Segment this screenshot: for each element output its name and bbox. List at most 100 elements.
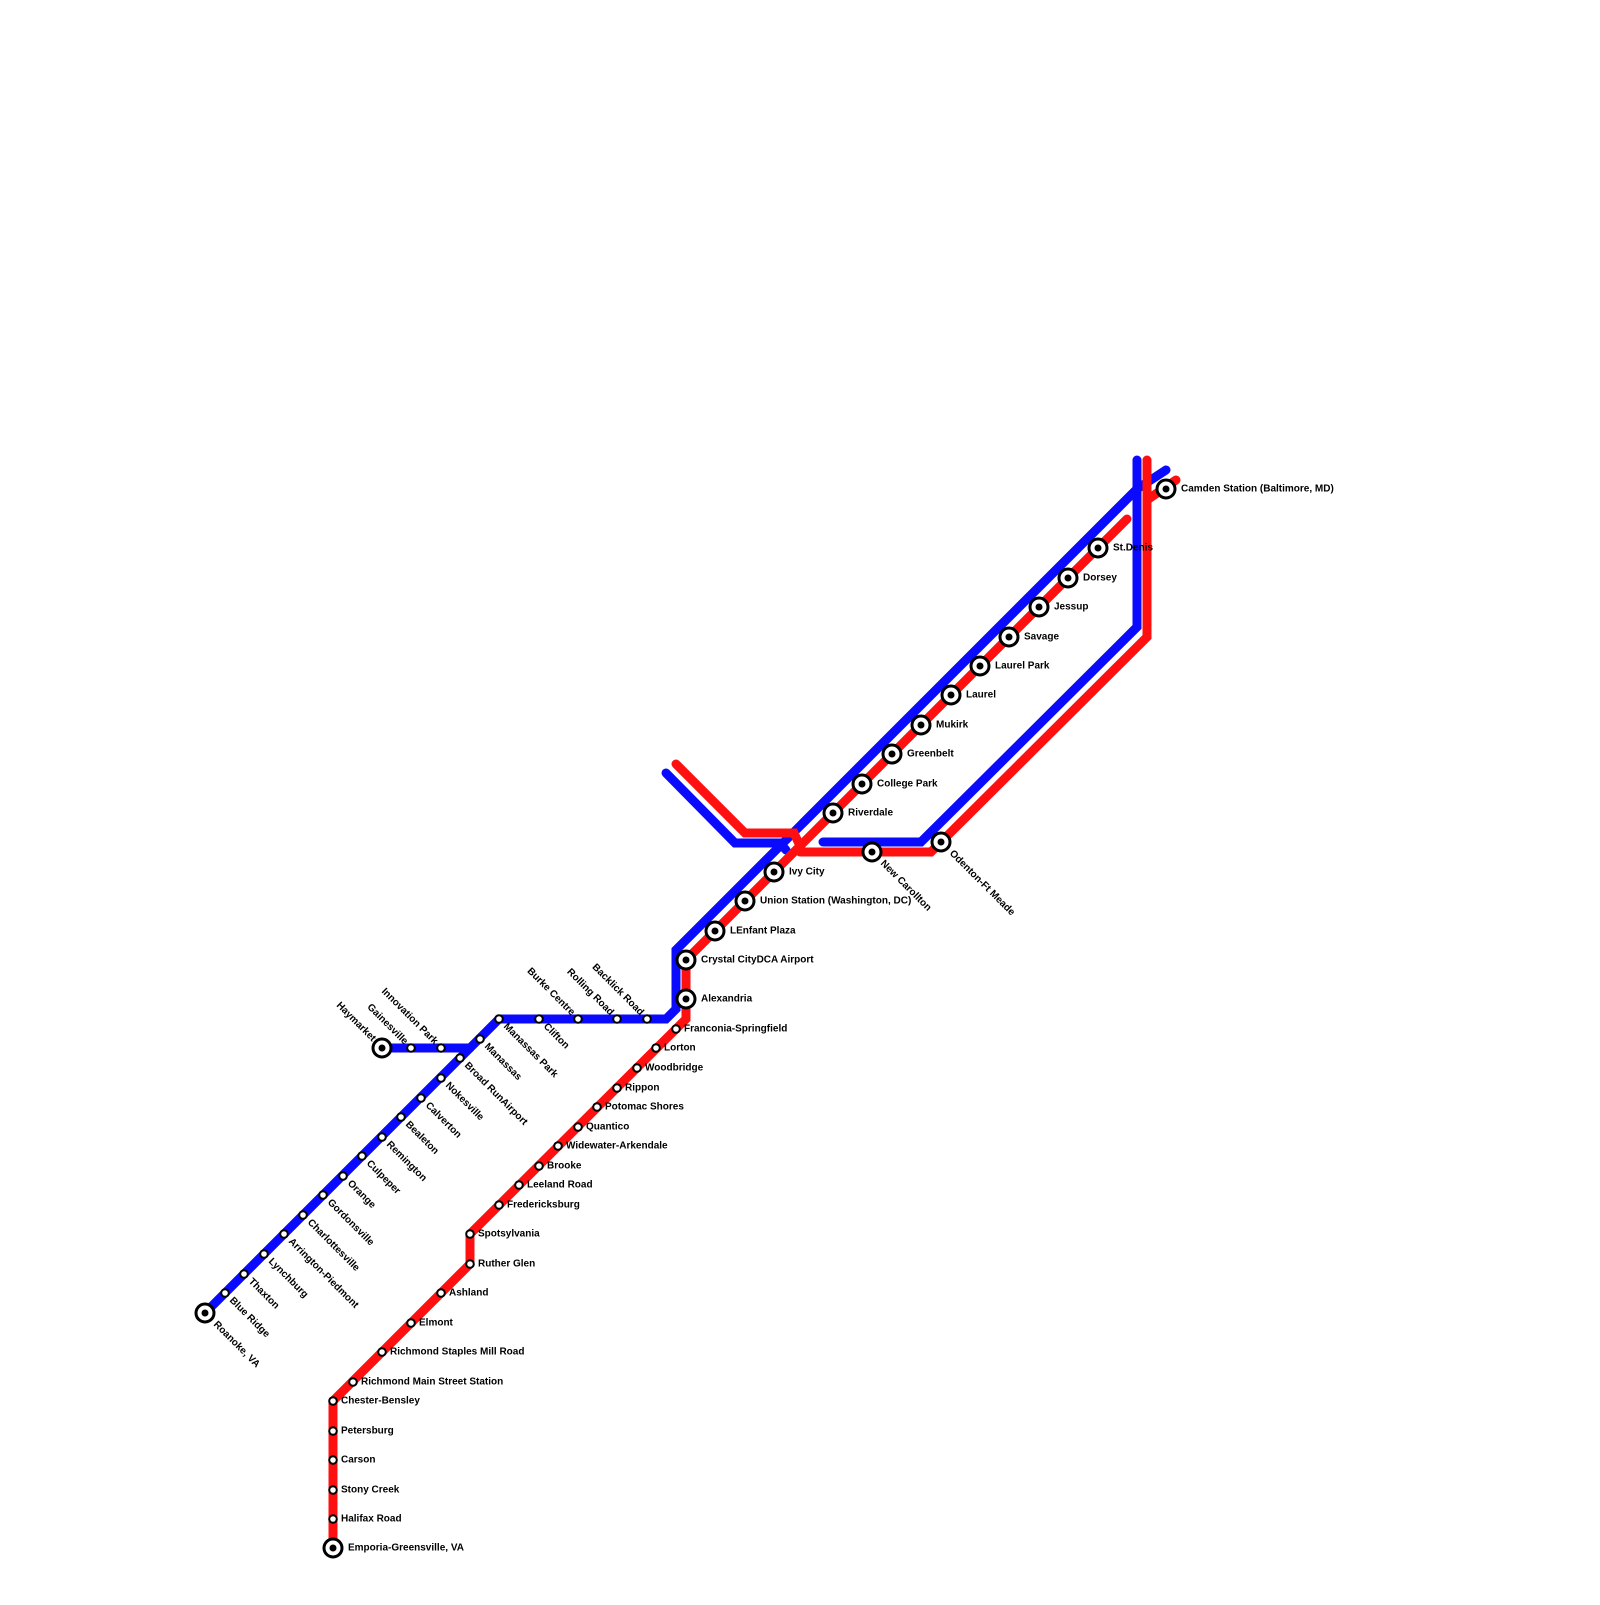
- station: [328, 1514, 338, 1524]
- station: [651, 1043, 661, 1053]
- station: [239, 1269, 249, 1279]
- station-label: Odenton-Ft Meade: [947, 848, 1017, 918]
- station: [406, 1043, 416, 1053]
- station-label: Backlick Road: [590, 962, 646, 1018]
- station: [465, 1229, 475, 1239]
- station-dot: [201, 1309, 209, 1317]
- station: [328, 1396, 338, 1406]
- station-label: Culpeper: [364, 1158, 403, 1197]
- station-label: Widewater-Arkendale: [566, 1141, 668, 1152]
- station-label: Richmond Staples Mill Road: [390, 1347, 524, 1358]
- station: [338, 1171, 348, 1181]
- station-label: Mukirk: [936, 720, 969, 731]
- station-dot: [1162, 485, 1170, 493]
- station-dot: [1005, 633, 1013, 641]
- station-label: LEnfant Plaza: [730, 926, 796, 937]
- station-dot: [937, 838, 945, 846]
- station-label: Ruther Glen: [478, 1259, 535, 1270]
- station-dot: [888, 750, 896, 758]
- station-label: Brooke: [547, 1161, 582, 1172]
- blue-spur: [661, 768, 791, 855]
- station-label: Arrington-Piedmont: [286, 1236, 361, 1311]
- blue-north: [798, 484, 1142, 828]
- station-label: Petersburg: [341, 1426, 394, 1437]
- station: [494, 1200, 504, 1210]
- station: [612, 1014, 622, 1024]
- station-label: Rippon: [625, 1083, 659, 1094]
- station: [553, 1141, 563, 1151]
- station-dot: [1064, 574, 1072, 582]
- station-label: Clifton: [541, 1021, 571, 1051]
- station: [671, 1024, 681, 1034]
- station-label: Orange: [345, 1178, 378, 1211]
- station-label: Jessup: [1054, 602, 1088, 613]
- station-label: Elmont: [419, 1318, 454, 1329]
- station-label: Franconia-Springfield: [684, 1024, 787, 1035]
- station-label: Union Station (Washington, DC): [760, 896, 911, 907]
- station-label: Calverton: [423, 1100, 463, 1140]
- station-dot: [682, 995, 690, 1003]
- station-label: Carson: [341, 1455, 375, 1466]
- station: [357, 1151, 367, 1161]
- station-label: Ashland: [449, 1288, 488, 1299]
- station: [475, 1034, 485, 1044]
- station: [328, 1426, 338, 1436]
- station-dot: [741, 897, 749, 905]
- station: [259, 1249, 269, 1259]
- station-label: Stony Creek: [341, 1485, 400, 1496]
- station: [377, 1132, 387, 1142]
- station-label: Halifax Road: [341, 1514, 402, 1525]
- station: [612, 1083, 622, 1093]
- station-label: Spotsylvania: [478, 1229, 540, 1240]
- station: [642, 1014, 652, 1024]
- station-label: Nokesville: [443, 1080, 486, 1123]
- station-label: Emporia-Greensville, VA: [348, 1543, 464, 1554]
- station: [534, 1161, 544, 1171]
- station-label: Chester-Bensley: [341, 1396, 420, 1407]
- station: [220, 1288, 230, 1298]
- station-dot: [947, 691, 955, 699]
- station-dot: [378, 1044, 386, 1052]
- station-label: Bealeton: [403, 1119, 441, 1157]
- station-label: Savage: [1024, 632, 1059, 643]
- red-spur: [671, 759, 805, 851]
- station-dot: [858, 780, 866, 788]
- station-label: Camden Station (Baltimore, MD): [1181, 484, 1334, 495]
- station: [377, 1347, 387, 1357]
- station: [592, 1102, 602, 1112]
- station: [318, 1190, 328, 1200]
- station-label: Laurel: [966, 690, 996, 701]
- station-dot: [682, 956, 690, 964]
- station: [279, 1229, 289, 1239]
- station-label: Dorsey: [1083, 573, 1117, 584]
- station: [455, 1053, 465, 1063]
- station: [573, 1014, 583, 1024]
- station-label: Greenbelt: [907, 749, 954, 760]
- station-label: Lorton: [664, 1043, 696, 1054]
- station-dot: [868, 848, 876, 856]
- station: [436, 1288, 446, 1298]
- station: [573, 1122, 583, 1132]
- station: [406, 1318, 416, 1328]
- station-dot: [917, 721, 925, 729]
- station-dot: [711, 927, 719, 935]
- station: [348, 1377, 358, 1387]
- station-label: Ivy City: [789, 867, 825, 878]
- station-label: Leeland Road: [527, 1180, 593, 1191]
- station: [534, 1014, 544, 1024]
- station-label: Quantico: [586, 1122, 629, 1133]
- station: [396, 1112, 406, 1122]
- station-label: Riverdale: [848, 808, 893, 819]
- station: [328, 1485, 338, 1495]
- station: [494, 1014, 504, 1024]
- station: [465, 1259, 475, 1269]
- station-dot: [1094, 544, 1102, 552]
- station: [328, 1455, 338, 1465]
- station-label: St.Denis: [1113, 543, 1153, 554]
- station: [514, 1180, 524, 1190]
- station-label: Laurel Park: [995, 661, 1050, 672]
- station-label: Alexandria: [701, 994, 753, 1005]
- station: [632, 1063, 642, 1073]
- station-label: College Park: [877, 779, 938, 790]
